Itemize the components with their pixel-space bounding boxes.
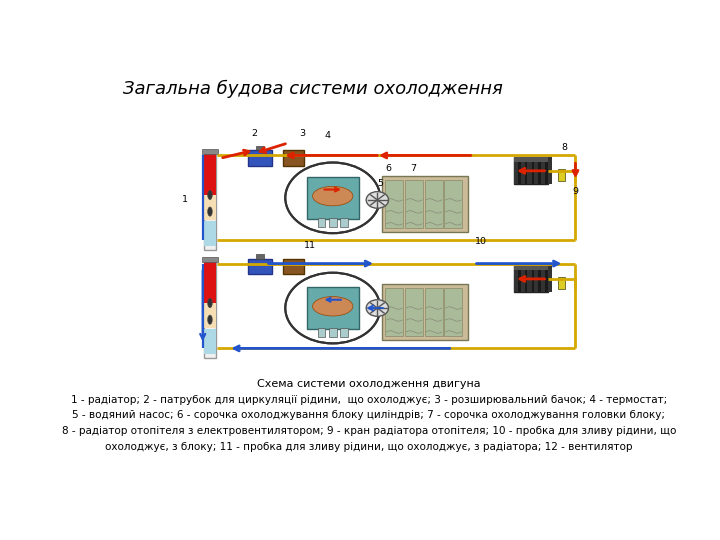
Bar [204, 303, 216, 328]
Bar [204, 150, 216, 195]
Bar [405, 288, 423, 336]
Bar [204, 150, 216, 250]
Ellipse shape [208, 191, 212, 199]
Text: 2: 2 [251, 129, 258, 138]
Ellipse shape [208, 299, 212, 308]
Bar [514, 266, 547, 293]
Bar [558, 277, 565, 289]
Text: 11: 11 [305, 241, 316, 250]
Bar [202, 149, 217, 154]
Ellipse shape [208, 315, 212, 324]
Bar [248, 151, 272, 166]
Bar [283, 259, 305, 274]
Bar [204, 221, 216, 246]
Bar [514, 266, 547, 271]
Circle shape [285, 273, 380, 343]
Bar [541, 157, 545, 184]
Text: 1: 1 [182, 195, 188, 205]
Text: Схема системи охолодження двигуна: Схема системи охолодження двигуна [257, 379, 481, 389]
Bar [204, 329, 216, 354]
Bar [204, 195, 216, 220]
Bar [382, 176, 468, 232]
Text: охолоджує, з блоку; 11 - пробка для зливу рідини, що охолоджує, з радіатора; 12 : охолоджує, з блоку; 11 - пробка для злив… [105, 442, 633, 452]
Bar [444, 180, 462, 228]
Bar [329, 218, 337, 227]
Bar [283, 151, 305, 166]
Ellipse shape [208, 207, 212, 216]
Text: 10: 10 [474, 237, 487, 246]
Text: 3: 3 [299, 129, 305, 138]
Text: Загальна будова системи охолодження: Загальна будова системи охолодження [123, 79, 503, 98]
Bar [256, 254, 264, 259]
Text: 5: 5 [377, 179, 383, 188]
Bar [204, 258, 216, 358]
Bar [521, 266, 525, 293]
Bar [382, 284, 468, 340]
Ellipse shape [312, 296, 353, 316]
Bar [385, 288, 403, 336]
Bar [318, 328, 325, 337]
Circle shape [366, 300, 389, 316]
Ellipse shape [312, 186, 353, 206]
Bar [528, 266, 531, 293]
Bar [521, 157, 525, 184]
Text: 9: 9 [572, 187, 578, 196]
Bar [256, 146, 264, 151]
Bar [425, 180, 443, 228]
Bar [444, 288, 462, 336]
Text: 5 - водяний насос; 6 - сорочка охолоджування блоку циліндрів; 7 - сорочка охолод: 5 - водяний насос; 6 - сорочка охолоджув… [73, 410, 665, 420]
Bar [385, 180, 403, 228]
Bar [514, 266, 518, 293]
Bar [534, 266, 539, 293]
Bar [514, 157, 518, 184]
Circle shape [285, 163, 380, 233]
Bar [548, 157, 552, 184]
Text: 8 - радіатор отопітеля з електровентилятором; 9 - кран радіатора отопітеля; 10 -: 8 - радіатор отопітеля з електровентилят… [62, 426, 676, 436]
Bar [405, 180, 423, 228]
Bar [204, 258, 216, 303]
Text: 1 - радіатор; 2 - патрубок для циркуляції рідини,  що охолоджує; 3 - розширюваль: 1 - радіатор; 2 - патрубок для циркуляці… [71, 395, 667, 404]
Bar [558, 169, 565, 181]
Text: 7: 7 [410, 164, 417, 173]
Bar [307, 287, 359, 329]
Bar [329, 328, 337, 337]
Bar [202, 257, 217, 262]
Text: 4: 4 [324, 131, 330, 140]
Bar [248, 259, 272, 274]
Bar [340, 328, 348, 337]
Bar [514, 157, 547, 184]
Circle shape [366, 192, 389, 208]
Text: 8: 8 [562, 144, 567, 152]
Text: 6: 6 [385, 164, 392, 173]
Bar [514, 157, 547, 163]
Bar [541, 266, 545, 293]
Bar [340, 218, 348, 227]
Bar [425, 288, 443, 336]
Bar [318, 218, 325, 227]
Bar [307, 177, 359, 219]
Bar [528, 157, 531, 184]
Bar [534, 157, 539, 184]
Bar [548, 266, 552, 293]
